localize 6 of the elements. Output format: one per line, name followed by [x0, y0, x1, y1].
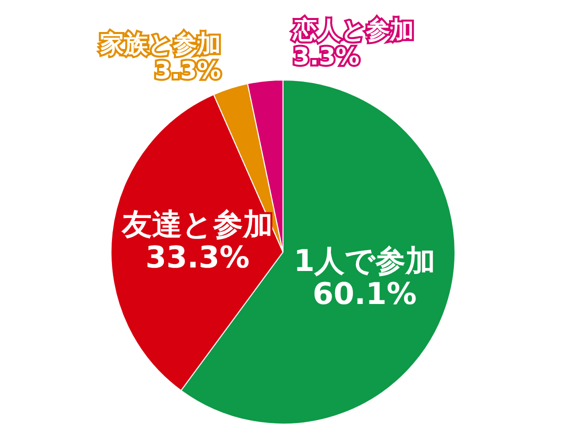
slice-label: 友達と参加 — [121, 208, 274, 243]
slice-label: 家族と参加 — [99, 30, 221, 58]
data-label: 33.3% — [145, 240, 250, 276]
data-label: 60.1% — [312, 276, 417, 312]
slice-label: 恋人と参加 — [292, 16, 414, 44]
slice-label: 1人で参加 — [294, 244, 436, 279]
